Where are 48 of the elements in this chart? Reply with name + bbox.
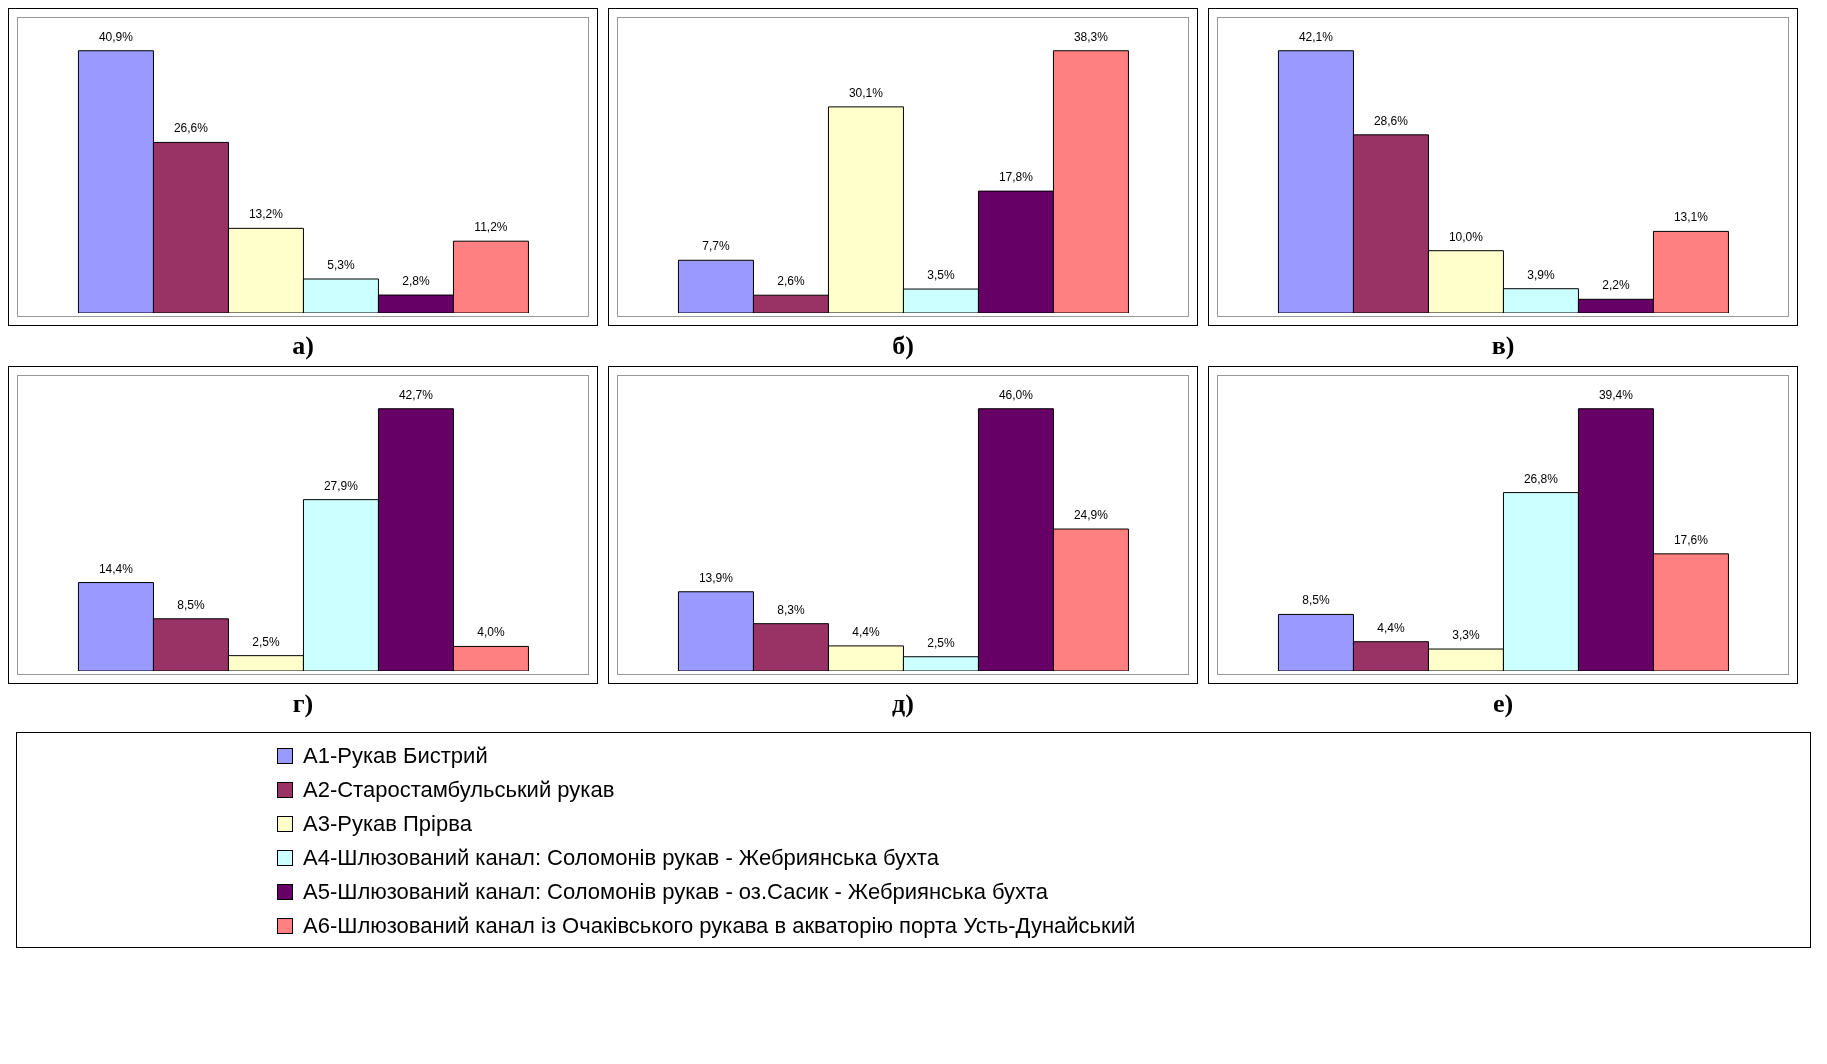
legend-label: А2-Старостамбульський рукав [303,777,615,803]
legend-label: А6-Шлюзований канал із Очаківського рукава в акваторію порта Усть-Дунайський [303,913,1136,939]
data-label: 8,5% [177,597,205,612]
data-label: 8,3% [777,602,805,617]
data-label: 2,5% [927,635,955,650]
data-label: 26,8% [1523,471,1559,486]
data-label: 2,6% [777,274,805,289]
data-label: 5,3% [327,258,355,273]
data-label: 7,7% [702,239,730,254]
text: б) [892,330,914,362]
legend-label: А3-Рукав Прірва [303,811,472,837]
data-label: 4,4% [1377,620,1405,635]
data-label: 3,5% [927,268,955,283]
data-label: 28,6% [1373,113,1409,128]
data-label: 17,8% [998,170,1034,185]
data-label: 26,6% [173,121,209,136]
text: г) [292,688,314,720]
text: д) [892,688,914,720]
data-label: 11,2% [474,220,508,235]
data-label: 10,0% [1448,229,1484,244]
data-label: 30,1% [848,85,884,100]
data-label: 17,6% [1673,532,1709,547]
data-label: 38,3% [1073,29,1109,44]
text: а) [292,330,314,362]
data-label: 14,4% [98,561,134,576]
data-label: 8,5% [1302,593,1330,608]
data-label: 13,9% [698,570,734,585]
data-label: 40,9% [98,29,134,44]
data-label: 4,0% [477,625,505,640]
data-label: 2,8% [402,274,430,289]
data-label: 24,9% [1073,508,1109,523]
text: в) [1491,330,1515,362]
data-label: 13,2% [248,207,284,222]
legend-label: А4-Шлюзований канал: Соломонів рукав - Жебриянська бухта [303,845,939,871]
data-label: 13,1% [1673,210,1709,225]
data-label: 42,7% [398,387,434,402]
data-label: 27,9% [323,478,359,493]
data-label: 42,1% [1298,29,1334,44]
data-label: 2,5% [252,634,280,649]
data-label: 46,0% [998,387,1034,402]
data-label: 3,9% [1527,267,1555,282]
data-label: 4,4% [852,624,880,639]
data-label: 39,4% [1598,387,1634,402]
data-label: 3,3% [1452,628,1480,643]
data-label: 2,2% [1602,278,1630,293]
legend-label: А5-Шлюзований канал: Соломонів рукав - оз.Сасик - Жебриянська бухта [303,879,1048,905]
legend-label: А1-Рукав Бистрий [303,743,488,769]
text: е) [1492,688,1514,720]
